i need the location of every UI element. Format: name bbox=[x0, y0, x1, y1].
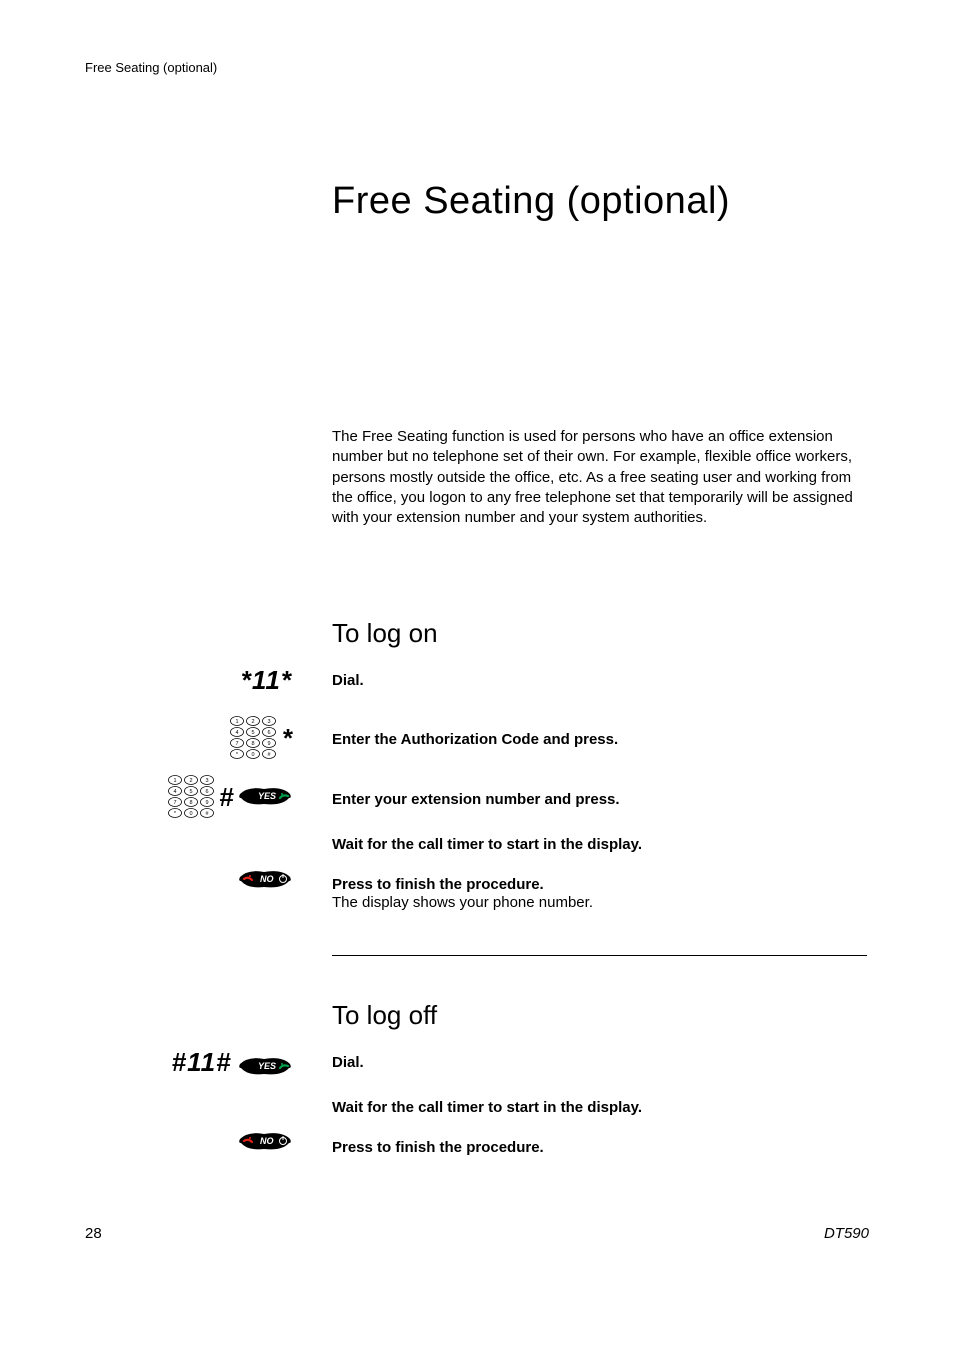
logon-no-button bbox=[200, 871, 292, 889]
star-icon: * bbox=[282, 723, 292, 754]
logon-keypad-hash-yes: # bbox=[100, 775, 292, 819]
hash-icon: # bbox=[219, 782, 233, 813]
intro-paragraph: The Free Seating function is used for pe… bbox=[332, 427, 872, 528]
yes-button-icon bbox=[238, 788, 292, 806]
no-button-icon bbox=[238, 871, 292, 889]
logon-heading: To log on bbox=[332, 618, 438, 649]
logon-step5-reg: The display shows your phone number. bbox=[332, 894, 593, 911]
logon-step1: Dial. bbox=[332, 672, 364, 689]
page-number: 28 bbox=[85, 1225, 102, 1242]
logoff-no-button bbox=[200, 1133, 292, 1151]
no-button-icon bbox=[238, 1133, 292, 1151]
yes-button-icon bbox=[238, 1058, 292, 1076]
logoff-heading: To log off bbox=[332, 1000, 437, 1031]
logoff-step1: Dial. bbox=[332, 1054, 364, 1071]
logon-step3: Enter your extension number and press. bbox=[332, 791, 620, 808]
logon-step2: Enter the Authorization Code and press. bbox=[332, 731, 618, 748]
logon-step4: Wait for the call timer to start in the … bbox=[332, 836, 642, 853]
logoff-dial-code-yes: #11# bbox=[100, 1047, 292, 1078]
page-header: Free Seating (optional) bbox=[85, 60, 217, 75]
dial-code-text: *11* bbox=[241, 665, 292, 695]
logon-dial-code: *11* bbox=[200, 665, 292, 696]
logon-step5-bold: Press to finish the procedure. bbox=[332, 876, 544, 893]
keypad-icon bbox=[167, 775, 215, 819]
page-title: Free Seating (optional) bbox=[332, 180, 730, 223]
logon-keypad-star: * bbox=[200, 716, 292, 760]
dial-code-text: #11# bbox=[172, 1047, 232, 1077]
model-label: DT590 bbox=[824, 1225, 869, 1242]
logoff-step2: Wait for the call timer to start in the … bbox=[332, 1099, 642, 1116]
section-divider bbox=[332, 955, 867, 956]
logoff-step3: Press to finish the procedure. bbox=[332, 1139, 544, 1156]
keypad-icon bbox=[229, 716, 277, 760]
